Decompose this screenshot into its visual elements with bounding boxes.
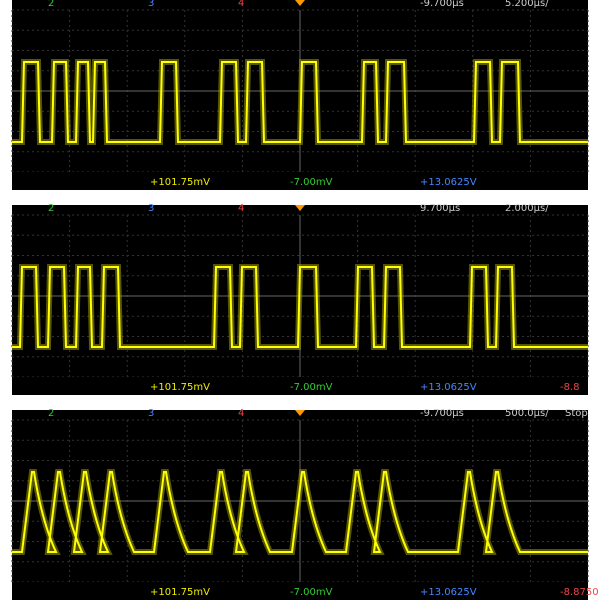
- status-ch2: -7.00mV: [290, 587, 333, 598]
- status-ch1: +101.75mV: [150, 382, 210, 393]
- status-ch3: +13.0625V: [420, 587, 477, 598]
- scope-screenshots: 2 3 4 -9.700µs 5.200µs/ +101.75mV -7.00mV +13.0…: [0, 0, 598, 604]
- status-ch1: +101.75mV: [150, 587, 210, 598]
- status-ch4: -8.8: [560, 382, 580, 393]
- header-ch3: 3: [148, 203, 154, 214]
- status-ch2: -7.00mV: [290, 382, 333, 393]
- status-ch3: +13.0625V: [420, 382, 477, 393]
- status-ch2: -7.00mV: [290, 177, 333, 188]
- header-ch4: 4: [238, 0, 244, 9]
- status-ch3: +13.0625V: [420, 177, 477, 188]
- header-delay: -9.700µs: [420, 408, 464, 419]
- header-ch2: 2: [48, 203, 54, 214]
- header-ch4: 4: [238, 203, 244, 214]
- status-ch4: -8.8750V: [560, 587, 598, 598]
- scope-panel: 2 3 4 9.700µs 2.000µs/ +101.75mV -7.00mV +13.06…: [12, 203, 588, 395]
- header-ch2: 2: [48, 408, 54, 419]
- header-delay: -9.700µs: [420, 0, 464, 9]
- header-ch4: 4: [238, 408, 244, 419]
- header-ch2: 2: [48, 0, 54, 9]
- header-ch3: 3: [148, 408, 154, 419]
- page: 2 3 4 -9.700µs 5.200µs/ +101.75mV -7.00mV +13.0…: [0, 0, 598, 604]
- header-timebase: 2.000µs/: [505, 203, 549, 214]
- scope-panel: 2 3 4 -9.700µs 5.200µs/ +101.75mV -7.00mV +13.0…: [12, 0, 588, 190]
- scope-panel: 2 3 4 -9.700µs 500.0µs/Stop +101.75mV -7.00mV +…: [12, 408, 598, 600]
- header-timebase: 500.0µs/: [505, 408, 549, 419]
- header-state: Stop: [565, 408, 588, 419]
- header-delay: 9.700µs: [420, 203, 460, 214]
- header-timebase: 5.200µs/: [505, 0, 549, 9]
- status-ch1: +101.75mV: [150, 177, 210, 188]
- header-ch3: 3: [148, 0, 154, 9]
